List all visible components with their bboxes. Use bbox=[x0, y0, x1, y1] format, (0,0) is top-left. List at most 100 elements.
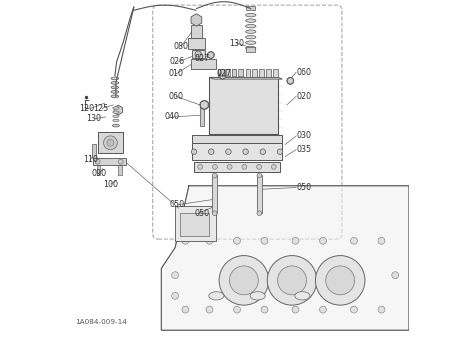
Text: 1A084-009-14: 1A084-009-14 bbox=[75, 319, 127, 325]
Circle shape bbox=[172, 292, 179, 299]
Bar bbox=[246, 47, 255, 52]
Bar bbox=[200, 107, 204, 126]
Circle shape bbox=[292, 306, 299, 313]
Circle shape bbox=[208, 52, 214, 58]
Ellipse shape bbox=[113, 107, 119, 109]
Text: 026: 026 bbox=[170, 57, 185, 66]
Bar bbox=[225, 69, 229, 77]
Circle shape bbox=[257, 173, 262, 178]
Bar bbox=[175, 206, 216, 241]
Circle shape bbox=[292, 237, 299, 244]
Bar bbox=[266, 69, 271, 77]
Ellipse shape bbox=[246, 24, 256, 28]
Text: 050: 050 bbox=[170, 200, 185, 209]
Text: 130: 130 bbox=[229, 39, 245, 47]
Circle shape bbox=[319, 237, 327, 244]
Circle shape bbox=[198, 164, 202, 169]
Ellipse shape bbox=[246, 41, 256, 44]
Ellipse shape bbox=[246, 13, 256, 17]
Circle shape bbox=[378, 306, 385, 313]
Text: 030: 030 bbox=[297, 131, 311, 140]
Bar bbox=[97, 165, 100, 175]
Bar bbox=[273, 69, 278, 77]
Ellipse shape bbox=[250, 292, 265, 300]
Text: 027: 027 bbox=[194, 54, 209, 63]
Bar bbox=[257, 175, 262, 213]
Text: 050: 050 bbox=[297, 183, 311, 192]
Circle shape bbox=[378, 237, 385, 244]
Ellipse shape bbox=[111, 95, 118, 98]
Text: 010: 010 bbox=[168, 69, 183, 78]
Ellipse shape bbox=[246, 46, 256, 50]
Bar bbox=[212, 175, 217, 213]
Circle shape bbox=[182, 306, 189, 313]
Bar bbox=[220, 69, 224, 76]
Circle shape bbox=[227, 164, 232, 169]
Circle shape bbox=[212, 173, 217, 178]
Circle shape bbox=[206, 237, 213, 244]
Circle shape bbox=[229, 266, 258, 295]
Ellipse shape bbox=[111, 77, 118, 80]
Bar bbox=[92, 144, 96, 158]
Circle shape bbox=[219, 72, 226, 79]
Circle shape bbox=[195, 51, 201, 57]
Circle shape bbox=[257, 211, 262, 216]
Ellipse shape bbox=[246, 35, 256, 39]
Circle shape bbox=[392, 272, 399, 279]
Text: 125: 125 bbox=[93, 104, 109, 113]
Circle shape bbox=[234, 237, 240, 244]
Circle shape bbox=[319, 306, 327, 313]
Bar bbox=[93, 158, 126, 165]
Bar bbox=[239, 69, 243, 77]
Circle shape bbox=[212, 211, 217, 216]
Circle shape bbox=[103, 136, 117, 150]
Circle shape bbox=[219, 256, 269, 305]
Bar bbox=[180, 213, 210, 236]
Circle shape bbox=[172, 272, 179, 279]
Circle shape bbox=[326, 266, 355, 295]
Ellipse shape bbox=[113, 115, 119, 118]
Circle shape bbox=[242, 164, 247, 169]
Bar bbox=[191, 50, 205, 58]
Bar bbox=[246, 69, 250, 77]
Bar bbox=[98, 132, 124, 153]
Ellipse shape bbox=[112, 124, 119, 127]
Circle shape bbox=[206, 306, 213, 313]
Bar bbox=[192, 135, 282, 143]
Circle shape bbox=[350, 237, 357, 244]
Bar bbox=[259, 69, 264, 77]
Circle shape bbox=[212, 164, 217, 169]
Text: 130: 130 bbox=[86, 114, 101, 123]
Circle shape bbox=[118, 159, 123, 164]
Text: 060: 060 bbox=[168, 92, 183, 101]
Bar bbox=[192, 143, 282, 160]
Bar bbox=[191, 25, 201, 38]
Circle shape bbox=[107, 139, 114, 146]
Circle shape bbox=[209, 149, 214, 154]
Text: 100: 100 bbox=[103, 180, 118, 189]
Circle shape bbox=[226, 149, 231, 154]
Polygon shape bbox=[161, 186, 409, 330]
Circle shape bbox=[95, 159, 100, 164]
Circle shape bbox=[261, 306, 268, 313]
Circle shape bbox=[350, 306, 357, 313]
Circle shape bbox=[261, 237, 268, 244]
Text: 027: 027 bbox=[216, 69, 232, 78]
Bar bbox=[118, 165, 122, 175]
Ellipse shape bbox=[209, 292, 224, 300]
Ellipse shape bbox=[246, 19, 256, 22]
Ellipse shape bbox=[113, 119, 119, 122]
Circle shape bbox=[257, 164, 262, 169]
Circle shape bbox=[267, 256, 317, 305]
Bar bbox=[191, 59, 216, 69]
Circle shape bbox=[278, 266, 307, 295]
Text: 050: 050 bbox=[194, 209, 209, 218]
Text: 060: 060 bbox=[297, 68, 311, 77]
Circle shape bbox=[272, 164, 276, 169]
Ellipse shape bbox=[246, 30, 256, 33]
Polygon shape bbox=[210, 77, 283, 79]
Bar bbox=[194, 162, 280, 172]
Bar bbox=[232, 69, 237, 77]
Circle shape bbox=[191, 149, 197, 154]
Ellipse shape bbox=[111, 82, 118, 84]
